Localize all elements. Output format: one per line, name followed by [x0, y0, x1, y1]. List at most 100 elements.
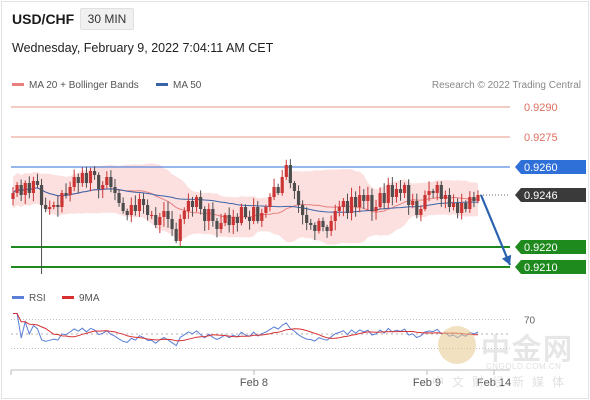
candle-body: [231, 217, 235, 225]
candle-body: [476, 195, 480, 201]
candle-body: [186, 201, 190, 211]
candle-body: [292, 183, 297, 191]
candle-body: [84, 173, 89, 183]
level-labels: 0.9290 0.9275 0.9260 0.9246 0.9220 0.9210: [515, 100, 586, 274]
candle-body: [321, 221, 325, 227]
candle-body: [451, 203, 456, 207]
candle-body: [141, 199, 146, 205]
candle-body: [203, 209, 207, 221]
candle-body: [105, 177, 109, 185]
candle-body: [439, 185, 443, 199]
rsi-swatch: [12, 295, 24, 299]
level-label-0.9260: 0.9260: [524, 162, 558, 174]
candle-body: [456, 203, 460, 213]
level-label-bg: [515, 130, 585, 144]
candle-body: [260, 213, 264, 221]
candle-body: [431, 191, 435, 193]
level-label-0.9210: 0.9210: [524, 262, 558, 274]
candle-body: [146, 205, 150, 215]
legend-ma50: MA 50: [156, 80, 201, 91]
candle-body: [39, 185, 44, 205]
candle-body: [411, 201, 415, 205]
candle-body: [52, 205, 56, 207]
candle-body: [333, 211, 337, 221]
candle-body: [349, 197, 354, 213]
candle-body: [447, 195, 452, 207]
candle-body: [382, 193, 386, 203]
legend-rsi: RSI: [12, 293, 46, 304]
arrow-shaft: [479, 194, 512, 266]
x-tick-label: Feb 9: [413, 377, 441, 389]
candle-body: [129, 205, 133, 215]
timestamp: Wednesday, February 9, 2022 7:04:11 AM C…: [12, 41, 274, 55]
arrow-head: [501, 254, 512, 265]
candle-body: [284, 165, 288, 177]
ma50-swatch: [156, 82, 168, 86]
candle-body: [374, 207, 378, 211]
candle-body: [125, 211, 129, 215]
candle-body: [72, 177, 76, 187]
ma20-label: MA 20 + Bollinger Bands: [29, 80, 139, 91]
candle-body: [362, 195, 366, 201]
candle-body: [268, 197, 272, 207]
candle-body: [174, 229, 178, 241]
rsi-label: RSI: [29, 293, 46, 304]
level-label-0.9246: 0.9246: [524, 190, 558, 202]
level-label-bg: [515, 160, 586, 174]
candle-body: [243, 207, 248, 217]
candle-body: [56, 205, 60, 207]
candle-body: [170, 219, 174, 229]
candle-body: [398, 189, 403, 193]
candle-body: [301, 205, 305, 215]
candle-body: [272, 187, 276, 197]
rsi-ma-line: [13, 313, 479, 342]
candle-body: [158, 217, 162, 225]
candle-body: [419, 209, 423, 215]
candle-body: [35, 181, 40, 185]
rsi-ma-label: 9MA: [79, 293, 100, 304]
level-label-bg: [515, 100, 585, 114]
candle-body: [101, 185, 105, 189]
candle-body: [97, 175, 101, 189]
candle-body: [207, 209, 211, 221]
candle-body: [60, 193, 64, 207]
x-axis: Feb 8 Feb 9 Feb 14: [10, 369, 511, 389]
candle-body: [137, 199, 142, 211]
ma20-swatch: [12, 82, 24, 86]
candle-body: [162, 211, 166, 217]
bollinger-band: [13, 163, 478, 245]
candle-body: [358, 195, 362, 207]
candle-body: [80, 173, 84, 183]
candle-body: [309, 223, 313, 225]
candle-body: [329, 221, 333, 231]
candle-body: [468, 197, 472, 209]
level-label-0.9275: 0.9275: [524, 132, 558, 144]
candle-body: [88, 171, 93, 183]
legend-rsi-ma: 9MA: [62, 293, 100, 304]
candle-body: [11, 193, 15, 199]
timeframe-button[interactable]: 30 MIN: [80, 8, 134, 30]
level-label-bg: [515, 260, 586, 274]
symbol-title: USD/CHF: [12, 11, 75, 27]
candle-body: [337, 207, 341, 211]
ma50-label: MA 50: [173, 80, 202, 91]
candle-body: [235, 217, 239, 223]
candle-body: [394, 189, 399, 197]
candle-body: [211, 209, 215, 221]
candle-body: [92, 171, 97, 175]
candle-body: [166, 211, 170, 219]
candle-body: [113, 187, 117, 193]
candle-body: [325, 227, 329, 231]
candle-body: [19, 185, 23, 195]
candle-body: [190, 201, 195, 207]
candle-body: [341, 201, 345, 207]
candle-body: [227, 215, 231, 225]
candle-body: [150, 215, 154, 216]
candle-body: [178, 219, 182, 241]
candle-body: [386, 185, 390, 203]
candle-body: [443, 195, 447, 199]
bollinger-fill: [13, 163, 478, 245]
candle-body: [402, 185, 407, 193]
candle-body: [366, 195, 370, 201]
